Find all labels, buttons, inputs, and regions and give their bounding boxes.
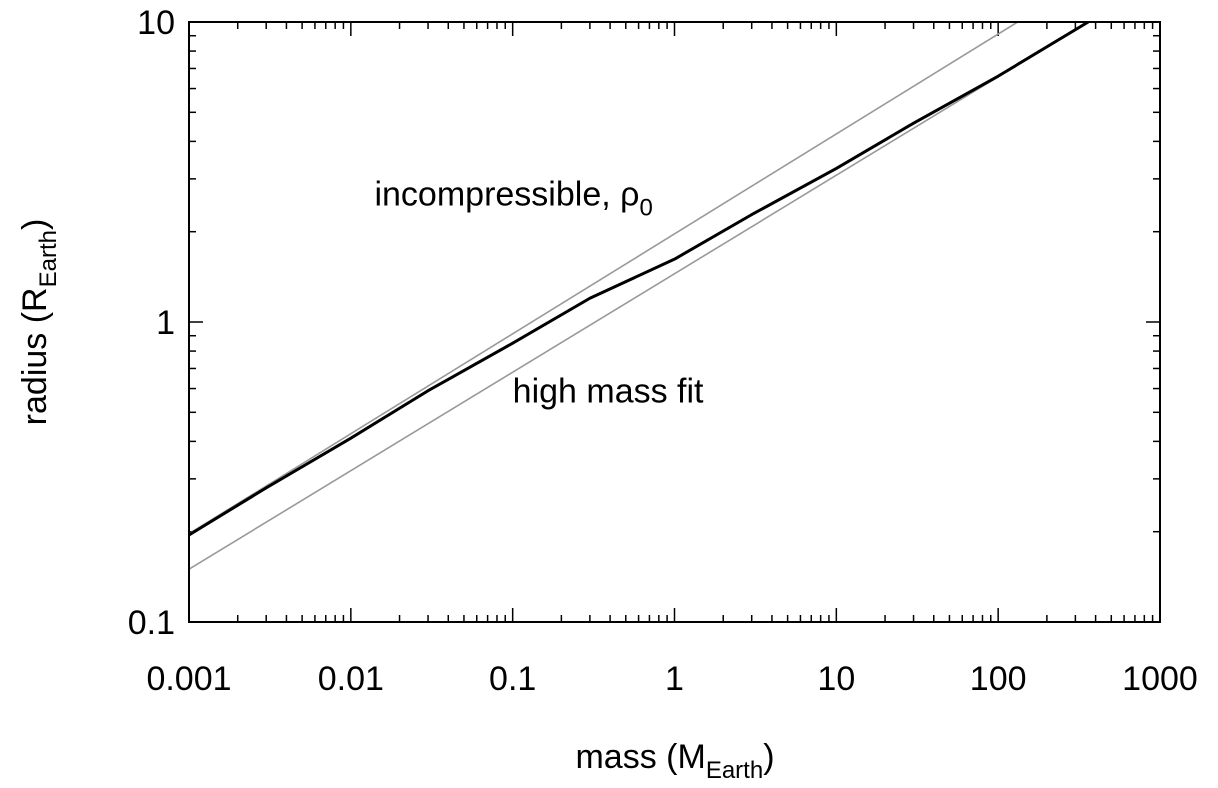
ticks-layer <box>188 21 1161 623</box>
series-line-reference <box>189 22 1089 570</box>
y-tick-label: 10 <box>137 4 175 42</box>
x-tick-label: 1000 <box>1122 660 1198 698</box>
series-line-main <box>189 22 1090 537</box>
annotation-high-mass-fit: high mass fit <box>513 372 704 410</box>
x-tick-label: 1 <box>665 660 684 698</box>
x-tick-label: 0.1 <box>489 660 536 698</box>
x-tick-label: 100 <box>970 660 1027 698</box>
plot-frame <box>188 21 1161 623</box>
y-axis-title: radius (REarth) <box>16 219 62 426</box>
series-line-reference <box>189 22 1020 535</box>
y-tick-label: 1 <box>156 304 175 342</box>
x-axis-title: mass (MEarth) <box>575 738 774 784</box>
labels-layer: 0.001 0.01 0.1 1 10 100 1000 0.1 1 10 <box>128 4 1198 698</box>
series-layer <box>189 22 1090 570</box>
x-tick-label: 10 <box>817 660 855 698</box>
x-tick-label: 0.001 <box>146 660 231 698</box>
x-tick-label: 0.01 <box>318 660 384 698</box>
annotation-incompressible: incompressible, ρ0 <box>374 175 652 221</box>
y-tick-label: 0.1 <box>128 604 175 642</box>
